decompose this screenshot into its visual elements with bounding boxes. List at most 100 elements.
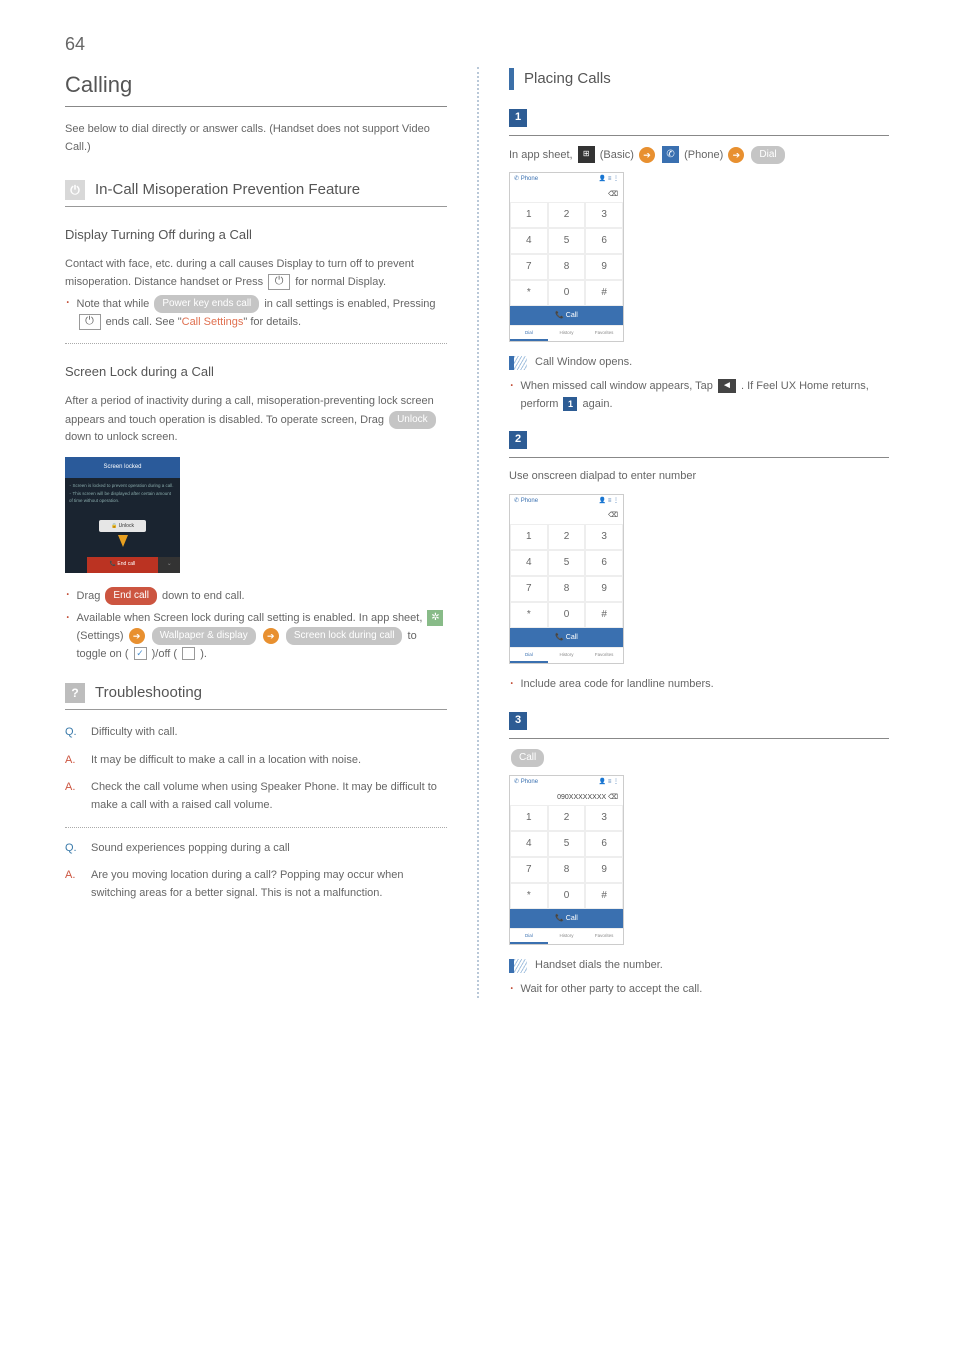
result-row: Call Window opens. xyxy=(509,354,889,372)
note-text: Wait for other party to accept the call. xyxy=(521,981,890,999)
q-label: Q. xyxy=(65,724,81,742)
power-key-icon: ⏻ xyxy=(268,274,290,290)
back-icon: ◄ xyxy=(718,379,736,393)
note-text: When missed call window appears, Tap ◄ .… xyxy=(521,378,890,413)
note-row: ･ Wait for other party to accept the cal… xyxy=(509,981,889,999)
power-key-icon: ⏻ xyxy=(79,314,101,330)
q-label: Q. xyxy=(65,840,81,858)
note-text: Include area code for landline numbers. xyxy=(521,676,890,694)
text: ). xyxy=(200,648,207,660)
accent-bar-icon xyxy=(509,68,514,90)
qa-row: A. It may be difficult to make a call in… xyxy=(65,752,447,770)
text: Note that while xyxy=(77,298,153,310)
bullet-text: Drag End call down to end call. xyxy=(77,587,448,606)
qa-row: A. Check the call volume when using Spea… xyxy=(65,779,447,814)
phone-icon: ✆ xyxy=(662,146,679,163)
main-title: Calling xyxy=(65,67,447,107)
text: again. xyxy=(583,398,613,410)
step1-instruction: In app sheet, ⊞ (Basic) ➔ ✆ (Phone) ➔ Di… xyxy=(509,146,889,165)
link-call-settings[interactable]: Call Settings xyxy=(182,316,244,328)
bullet-icon: ･ xyxy=(509,378,515,413)
right-column: Placing Calls 1 In app sheet, ⊞ (Basic) … xyxy=(477,67,889,999)
step-divider xyxy=(509,135,889,136)
apps-icon: ⊞ xyxy=(578,146,595,163)
qa-row: Q. Difficulty with call. xyxy=(65,724,447,742)
step-divider xyxy=(509,457,889,458)
text: down to unlock screen. xyxy=(65,431,178,443)
unlock-button-mock: 🔒 Unlock xyxy=(99,520,146,532)
a-label: A. xyxy=(65,752,81,770)
end-call-mock: 📞 End call xyxy=(87,557,159,573)
result-flag-icon xyxy=(509,959,527,973)
text: In app sheet, xyxy=(509,149,576,161)
section-title: Placing Calls xyxy=(524,67,611,91)
note-row: ･ Note that while Power key ends call in… xyxy=(65,295,447,331)
body-text: Contact with face, etc. during a call ca… xyxy=(65,256,447,291)
arrow-down-icon xyxy=(118,535,128,547)
text: (Basic) xyxy=(600,149,637,161)
phone-mock-3: ✆ Phone👤 ≡ ⋮090XXXXXXXX ⌫123456789*0#📞 C… xyxy=(509,775,624,945)
divider xyxy=(65,343,447,344)
note-row: ･ When missed call window appears, Tap ◄… xyxy=(509,378,889,413)
label-wallpaper-display: Wallpaper & display xyxy=(152,627,256,645)
info-icon: ⏻ xyxy=(65,180,85,200)
arrow-right-icon: ➔ xyxy=(129,628,145,644)
lock-note: ･ Screen is locked to prevent operation … xyxy=(65,478,180,508)
result-text: Call Window opens. xyxy=(535,354,632,372)
question-icon: ? xyxy=(65,683,85,703)
q-text: Sound experiences popping during a call xyxy=(91,840,447,858)
text: down to end call. xyxy=(162,590,245,602)
bullet-row: ･ Drag End call down to end call. xyxy=(65,587,447,606)
bullet-row: ･ Available when Screen lock during call… xyxy=(65,610,447,664)
left-column: Calling See below to dial directly or an… xyxy=(65,67,477,999)
bullet-text: Available when Screen lock during call s… xyxy=(77,610,448,664)
text: in call settings is enabled, Pressing xyxy=(264,298,435,310)
qa-row: Q. Sound experiences popping during a ca… xyxy=(65,840,447,858)
checkbox-on-icon: ✓ xyxy=(134,647,147,660)
step-badge-3: 3 xyxy=(509,712,527,730)
text: After a period of inactivity during a ca… xyxy=(65,395,434,426)
note-text: Note that while Power key ends call in c… xyxy=(77,295,448,331)
a-text: Are you moving location during a call? P… xyxy=(91,867,447,902)
section-header-troubleshooting: ? Troubleshooting xyxy=(65,681,447,710)
subsection-title-display-off: Display Turning Off during a Call xyxy=(65,225,447,246)
bullet-icon: ･ xyxy=(65,587,71,606)
label-dial: Dial xyxy=(751,146,784,164)
label-unlock: Unlock xyxy=(389,411,436,429)
text: (Phone) xyxy=(684,149,726,161)
phone-mock-2: ✆ Phone👤 ≡ ⋮⌫123456789*0#📞 CallDialHisto… xyxy=(509,494,624,664)
bullet-icon: ･ xyxy=(509,676,515,694)
collapse-icon: ⌄ xyxy=(158,557,180,573)
phone-mock-1: ✆ Phone👤 ≡ ⋮⌫123456789*0#📞 CallDialHisto… xyxy=(509,172,624,342)
text: (Settings) xyxy=(77,630,127,642)
text: Available when Screen lock during call s… xyxy=(77,612,426,624)
result-text: Handset dials the number. xyxy=(535,957,663,975)
a-label: A. xyxy=(65,867,81,902)
a-text: It may be difficult to make a call in a … xyxy=(91,752,447,770)
text: ends call. See " xyxy=(106,316,182,328)
a-label: A. xyxy=(65,779,81,814)
text: )/off ( xyxy=(152,648,177,660)
step-badge-1: 1 xyxy=(509,109,527,127)
label-screen-lock-during-call: Screen lock during call xyxy=(286,627,403,645)
two-column-layout: Calling See below to dial directly or an… xyxy=(65,67,889,999)
text: " for details. xyxy=(243,316,301,328)
text: for normal Display. xyxy=(295,276,386,288)
lock-bottom: 📞 End call ⌄ xyxy=(65,557,180,573)
lock-screen-mock: Screen locked ･ Screen is locked to prev… xyxy=(65,457,180,573)
a-text: Check the call volume when using Speaker… xyxy=(91,779,447,814)
q-text: Difficulty with call. xyxy=(91,724,447,742)
bullet-icon: ･ xyxy=(509,981,515,999)
text: When missed call window appears, Tap xyxy=(521,380,716,392)
result-flag-icon xyxy=(509,356,527,370)
lock-banner: Screen locked xyxy=(65,457,180,479)
step-divider xyxy=(509,738,889,739)
intro-text: See below to dial directly or answer cal… xyxy=(65,121,447,156)
subsection-title-screen-lock: Screen Lock during a Call xyxy=(65,362,447,383)
qa-row: A. Are you moving location during a call… xyxy=(65,867,447,902)
label-call: Call xyxy=(511,749,544,767)
result-row: Handset dials the number. xyxy=(509,957,889,975)
arrow-right-icon: ➔ xyxy=(728,147,744,163)
step-badge-1-inline: 1 xyxy=(563,397,577,411)
note-row: ･ Include area code for landline numbers… xyxy=(509,676,889,694)
